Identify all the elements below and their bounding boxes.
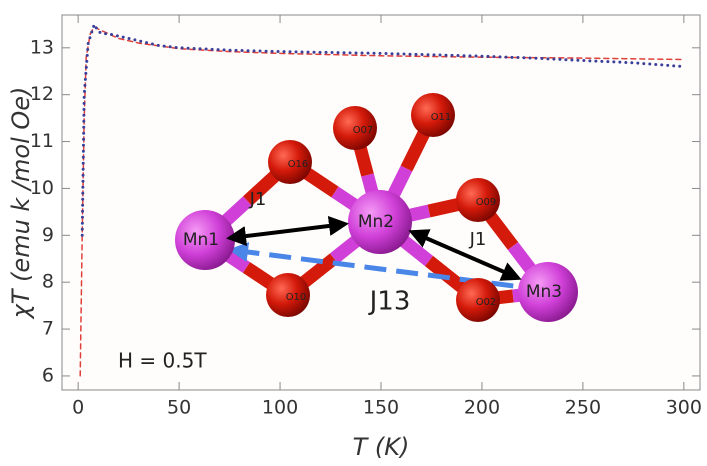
x-tick-label: 0	[72, 397, 84, 419]
coupling-label: J13	[368, 287, 411, 317]
atom-label: Mn1	[183, 230, 219, 250]
y-tick-label: 9	[42, 224, 54, 246]
atom-label: O11	[431, 112, 452, 123]
atom-label: O16	[288, 159, 309, 170]
atom-label: O10	[286, 292, 307, 303]
y-tick-label: 6	[42, 364, 54, 386]
x-tick-label: 250	[565, 397, 601, 419]
x-axis-label: T (K)	[353, 433, 410, 461]
x-tick-label: 200	[464, 397, 500, 419]
y-tick-label: 13	[30, 36, 54, 58]
x-tick-label: 300	[666, 397, 702, 419]
x-tick-label: 50	[167, 397, 191, 419]
atom-label: O09	[476, 197, 497, 208]
x-tick-label: 150	[363, 397, 399, 419]
y-tick-label: 7	[42, 318, 54, 340]
coupling-label: J1	[249, 189, 267, 210]
y-axis-label: χT (emu k /mol Oe)	[7, 87, 35, 321]
y-tick-label: 8	[42, 271, 54, 293]
chart: 050100150200250300678910111213T (K)χT (e…	[0, 0, 707, 466]
atom-label: O02	[476, 297, 497, 308]
atom-label: O07	[353, 125, 374, 136]
coupling-label: J1	[469, 229, 487, 250]
atom-label: Mn2	[358, 212, 394, 232]
annotation: H = 0.5T	[118, 349, 207, 373]
x-tick-label: 100	[262, 397, 298, 419]
atom-label: Mn3	[526, 282, 562, 302]
